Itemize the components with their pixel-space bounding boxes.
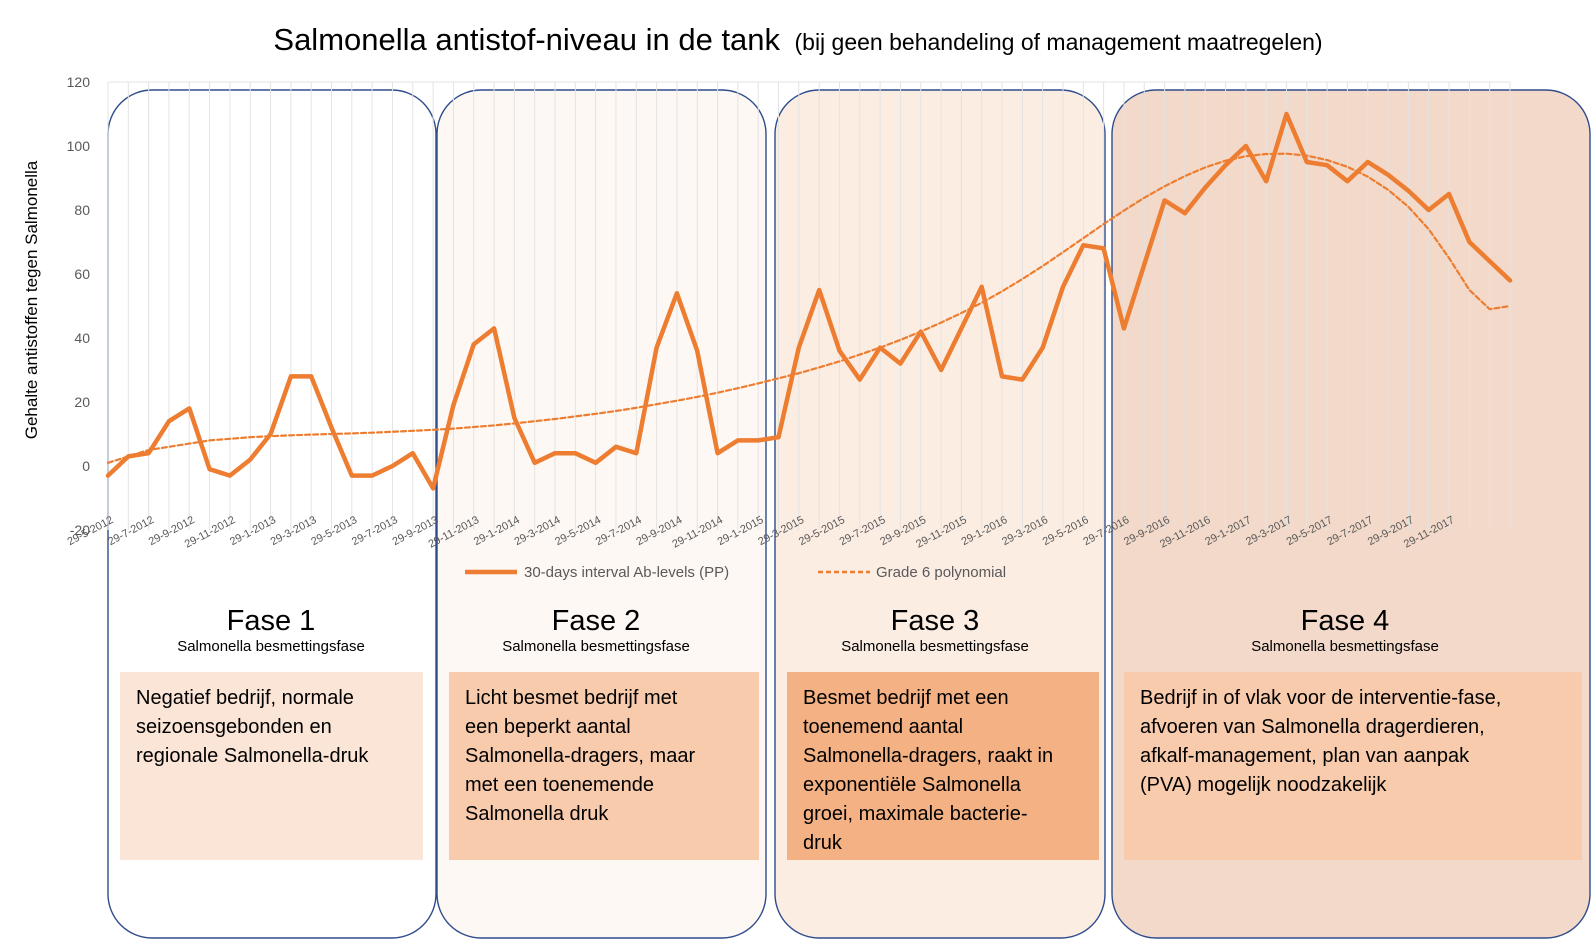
description-line: Licht besmet bedrijf met xyxy=(465,687,678,709)
phase-3-subtitle: Salmonella besmettingsfase xyxy=(841,638,1029,655)
y-tick-label: -20 xyxy=(70,522,90,538)
description-line: toenemend aantal xyxy=(803,716,964,738)
description-line: seizoensgebonden en xyxy=(136,716,332,738)
description-line: regionale Salmonella-druk xyxy=(136,745,369,767)
phase-3-title: Fase 3 xyxy=(891,605,980,637)
chart-title-main: Salmonella antistof-niveau in de tank xyxy=(273,22,780,57)
y-tick-label: 40 xyxy=(74,330,90,346)
description-line: Salmonella-dragers, raakt in xyxy=(803,745,1054,767)
y-tick-label: 100 xyxy=(67,138,91,154)
phase-1-description: Negatief bedrijf, normale seizoensgebonde… xyxy=(120,672,423,860)
legend-label-dashed: Grade 6 polynomial xyxy=(876,564,1006,581)
description-line: groei, maximale bacterie- xyxy=(803,803,1028,825)
description-line: Salmonella druk xyxy=(465,803,609,825)
y-axis-ticks: -20 0 20 40 60 80 100 120 xyxy=(67,74,91,538)
description-line: afkalf-management, plan van aanpak xyxy=(1140,745,1470,767)
phase-3-description: Besmet bedrijf met een toenemend aantal Sa… xyxy=(787,672,1099,860)
description-line: afvoeren van Salmonella dragerdieren, xyxy=(1140,716,1485,738)
chart-legend: 30-days interval Ab-levels (PP) Grade 6 … xyxy=(465,564,1006,581)
phase-4-title: Fase 4 xyxy=(1301,605,1390,637)
phase-2-description: Licht besmet bedrijf met een beperkt aant… xyxy=(449,672,759,860)
description-line: (PVA) mogelijk noodzakelijk xyxy=(1140,774,1387,796)
series-ab-levels-line xyxy=(105,111,1513,491)
description-line: Negatief bedrijf, normale xyxy=(136,687,354,709)
phase-1-subtitle: Salmonella besmettingsfase xyxy=(177,638,365,655)
phase-2-title: Fase 2 xyxy=(552,605,641,637)
description-line: Besmet bedrijf met een xyxy=(803,687,1009,709)
y-tick-label: 20 xyxy=(74,394,90,410)
description-line: met een toenemende xyxy=(465,774,655,796)
phase-4-description: Bedrijf in of vlak voor de interventie-f… xyxy=(1124,672,1582,860)
chart-title-sub: (bij geen behandeling of management maat… xyxy=(795,29,1323,55)
description-line: Bedrijf in of vlak voor de interventie-f… xyxy=(1140,687,1502,709)
description-line: Salmonella-dragers, maar xyxy=(465,745,696,767)
y-tick-label: 80 xyxy=(74,202,90,218)
y-tick-label: 120 xyxy=(67,74,91,90)
phase-2-subtitle: Salmonella besmettingsfase xyxy=(502,638,690,655)
phase-1-title: Fase 1 xyxy=(227,605,316,637)
y-tick-label: 60 xyxy=(74,266,90,282)
y-axis-label: Gehalte antistoffen tegen Salmonella xyxy=(22,160,41,439)
y-tick-label: 0 xyxy=(82,458,90,474)
chart-series xyxy=(105,111,1513,491)
description-line: exponentiële Salmonella xyxy=(803,774,1021,796)
description-line: een beperkt aantal xyxy=(465,716,631,738)
phase-4-subtitle: Salmonella besmettingsfase xyxy=(1251,638,1439,655)
chart-title: Salmonella antistof-niveau in de tank (b… xyxy=(273,22,1322,57)
description-line: druk xyxy=(803,832,842,854)
legend-label-solid: 30-days interval Ab-levels (PP) xyxy=(524,564,729,581)
